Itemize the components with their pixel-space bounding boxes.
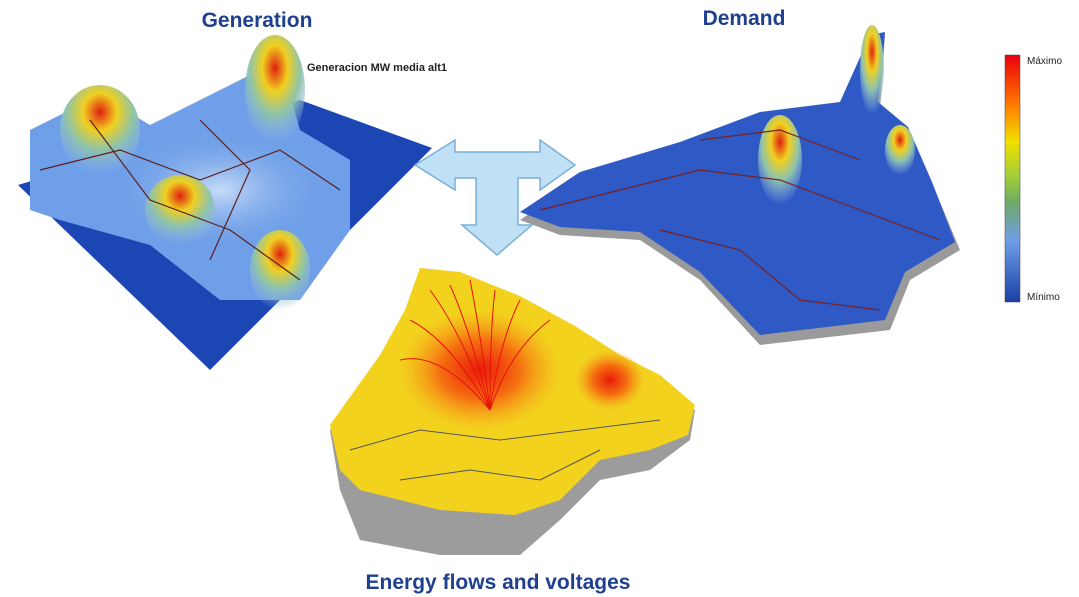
legend-min: Mínimo	[1027, 292, 1060, 303]
panel-title: Demand	[703, 7, 786, 30]
hot-region	[575, 350, 645, 410]
flow-lines	[399, 279, 551, 411]
panel-title: Generation	[202, 9, 313, 32]
hot-region	[400, 310, 560, 430]
peak	[250, 230, 310, 310]
peak	[758, 115, 802, 205]
surface	[520, 32, 955, 335]
map-caption: Generacion MW media alt1	[307, 62, 447, 74]
network-lines	[539, 129, 941, 311]
arrow	[413, 138, 577, 256]
panel-title: Energy flows and voltages	[366, 571, 631, 594]
double-arrow	[413, 138, 577, 256]
peak	[245, 35, 305, 145]
generation-panel: Generation Generacion MW media alt1	[18, 9, 447, 370]
color-scale	[1004, 54, 1021, 303]
peak	[60, 85, 140, 175]
flows-panel: Energy flows and voltages	[330, 268, 695, 594]
legend: Máximo Mínimo	[1004, 54, 1062, 303]
legend-max: Máximo	[1027, 56, 1062, 67]
network-lines	[39, 119, 341, 281]
peak	[145, 175, 215, 245]
peak	[885, 125, 915, 175]
peak	[860, 25, 884, 115]
demand-panel: Demand	[520, 7, 960, 345]
network-lines	[349, 419, 661, 481]
